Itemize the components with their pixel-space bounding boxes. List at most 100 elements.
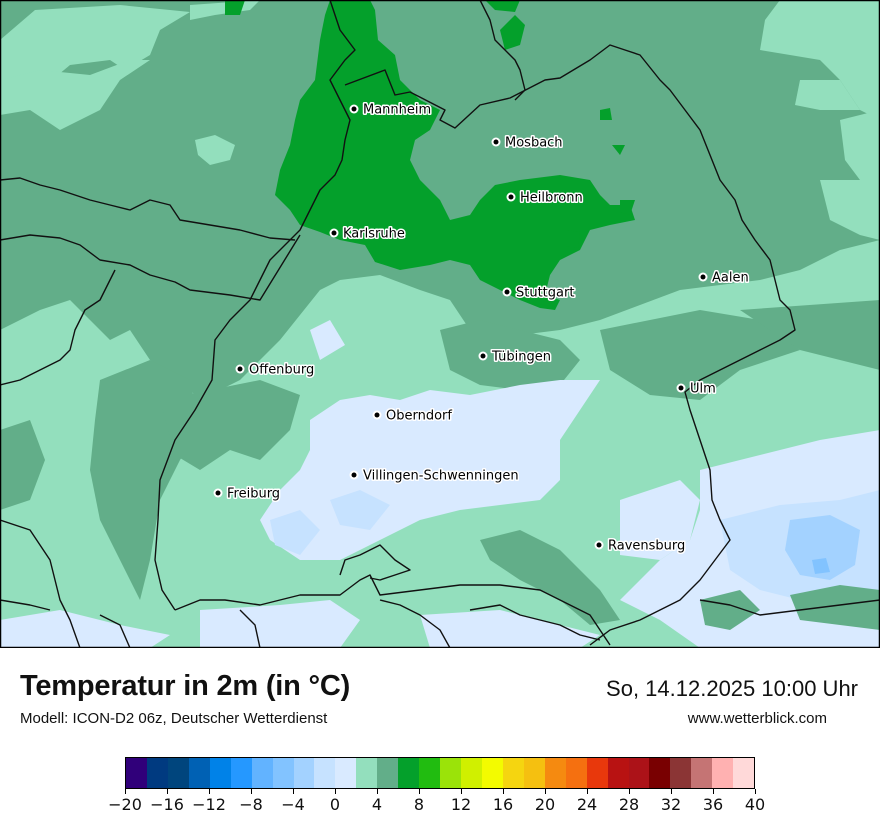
colorbar-tick [124, 789, 126, 794]
city-label: Villingen-Schwenningen [363, 469, 519, 484]
colorbar-bin [670, 758, 692, 788]
city-dot-icon [508, 194, 514, 200]
colorbar-bin [126, 758, 147, 788]
colorbar-tick-label: −16 [150, 795, 184, 814]
colorbar-tick-label: 16 [492, 795, 514, 814]
city-marker: Villingen-Schwenningen [349, 467, 520, 485]
state-borders [0, 0, 880, 648]
colorbar-tick [292, 789, 294, 794]
colorbar-bin [481, 758, 503, 788]
city-dot-icon [351, 106, 357, 112]
city-dot-icon [678, 385, 684, 391]
colorbar-bin [523, 758, 545, 788]
colorbar-bin [565, 758, 587, 788]
colorbar-bin [712, 758, 734, 788]
city-label: Ulm [690, 382, 716, 397]
colorbar-tick-label: 32 [660, 795, 682, 814]
city-dot-icon [596, 542, 602, 548]
city-marker: Heilbronn [506, 189, 584, 207]
colorbar-bin [167, 758, 189, 788]
city-label: Freiburg [227, 487, 280, 502]
colorbar-tick [712, 789, 714, 794]
colorbar-bin [146, 758, 168, 788]
website-link[interactable]: www.wetterblick.com [687, 710, 827, 727]
city-marker: Tübingen [478, 348, 553, 366]
city-dot-icon [331, 230, 337, 236]
city-marker: Ulm [676, 380, 717, 398]
colorbar-bin [377, 758, 399, 788]
colorbar-bin [230, 758, 252, 788]
colorbar-bin [188, 758, 210, 788]
colorbar-tick-label: −12 [192, 795, 226, 814]
city-marker: Aalen [698, 269, 750, 287]
colorbar-tick-label: 40 [744, 795, 766, 814]
city-dot-icon [504, 289, 510, 295]
colorbar-tick-label: 36 [702, 795, 724, 814]
city-label: Oberndorf [386, 409, 452, 424]
colorbar-bin [209, 758, 231, 788]
city-label: Offenburg [249, 363, 314, 378]
city-marker: Ravensburg [594, 537, 687, 555]
city-label: Heilbronn [520, 191, 583, 206]
city-marker: Freiburg [213, 485, 282, 503]
colorbar-tick [754, 789, 756, 794]
colorbar-bin [461, 758, 482, 788]
city-dot-icon [215, 490, 221, 496]
temperature-colorbar [125, 757, 755, 789]
colorbar-tick [460, 789, 462, 794]
colorbar-tick-label: 28 [618, 795, 640, 814]
colorbar-tick [418, 789, 420, 794]
city-label: Tübingen [491, 350, 551, 365]
city-marker: Mannheim [349, 101, 433, 119]
colorbar-tick [544, 789, 546, 794]
colorbar-bin [356, 758, 378, 788]
colorbar-tick-label: 4 [371, 795, 383, 814]
colorbar-tick [334, 789, 336, 794]
city-dot-icon [374, 412, 380, 418]
temperature-map: Mannheim Mosbach Heilbronn Karlsruhe Aalen St… [0, 0, 880, 648]
colorbar-bin [502, 758, 524, 788]
colorbar-bin [293, 758, 315, 788]
colorbar-tick [502, 789, 504, 794]
colorbar-bin [586, 758, 608, 788]
colorbar-tick-label: 20 [534, 795, 556, 814]
colorbar-tick [586, 789, 588, 794]
colorbar-tick-label: 12 [450, 795, 472, 814]
city-marker: Mosbach [491, 134, 564, 152]
temp-band-4-6-patches [0, 300, 880, 625]
city-dot-icon [493, 139, 499, 145]
city-label: Mannheim [363, 103, 431, 118]
colorbar-bin [335, 758, 357, 788]
map-title: Temperatur in 2m (in °C) [20, 670, 351, 702]
city-marker: Karlsruhe [329, 225, 406, 243]
colorbar-tick-label: 0 [329, 795, 341, 814]
legend-panel: Temperatur in 2m (in °C) Modell: ICON-D2… [0, 648, 880, 830]
model-source: Modell: ICON-D2 06z, Deutscher Wetterdie… [20, 710, 328, 727]
colorbar-bin [251, 758, 273, 788]
colorbar-bin [419, 758, 441, 788]
colorbar-tick-label: −20 [108, 795, 142, 814]
colorbar-bin [607, 758, 629, 788]
city-marker: Stuttgart [502, 284, 576, 302]
city-dot-icon [351, 472, 357, 478]
colorbar-tick [376, 789, 378, 794]
colorbar-tick-label: 24 [576, 795, 598, 814]
city-label: Mosbach [505, 136, 563, 151]
colorbar-bin [272, 758, 294, 788]
colorbar-tick-label: −4 [281, 795, 305, 814]
colorbar-bin [398, 758, 420, 788]
colorbar-ticks: −20 −16 −12 −8 −4 0 4 8 12 16 20 24 28 32 36 40 [108, 789, 765, 819]
city-dot-icon [480, 353, 486, 359]
city-marker: Offenburg [235, 361, 316, 379]
colorbar-tick [166, 789, 168, 794]
colorbar-tick-label: 8 [413, 795, 425, 814]
colorbar-tick [670, 789, 672, 794]
city-dot-icon [700, 274, 706, 280]
colorbar-bin [314, 758, 336, 788]
city-label: Ravensburg [608, 539, 685, 554]
colorbar-tick [208, 789, 210, 794]
city-label: Aalen [712, 271, 749, 286]
colorbar-bin [544, 758, 566, 788]
city-marker: Oberndorf [372, 407, 454, 425]
colorbar-bin [649, 758, 671, 788]
